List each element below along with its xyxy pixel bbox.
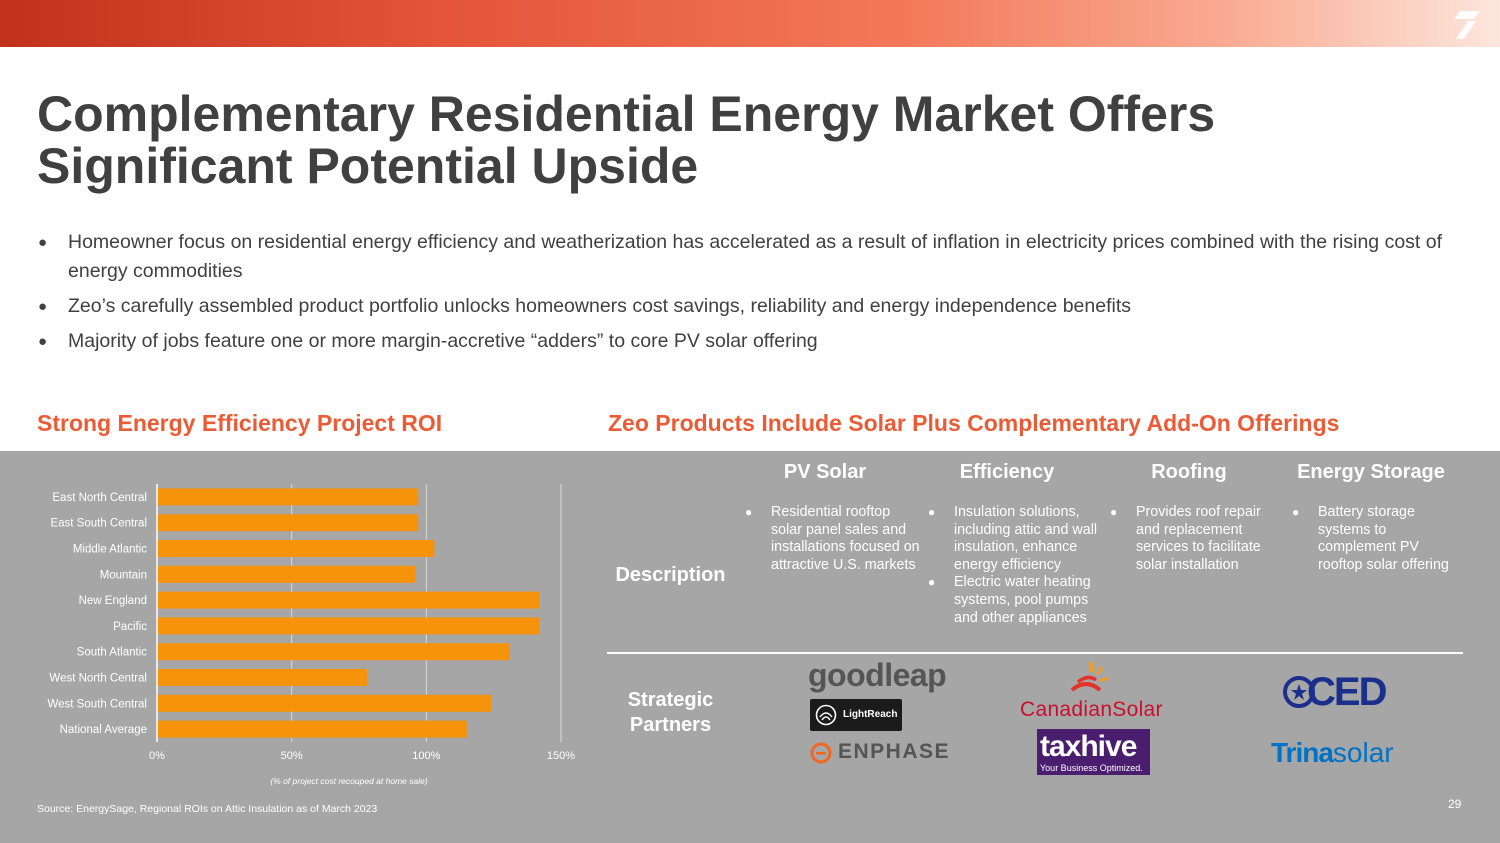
page-title: Complementary Residential Energy Market … <box>37 86 1216 194</box>
bullet-item: ● Homeowner focus on residential energy e… <box>38 228 1458 286</box>
lightreach-icon <box>815 704 837 726</box>
taxhive-logo: taxhive Your Business Optimized. <box>1037 729 1150 775</box>
chart-bar <box>157 643 510 661</box>
chart-tick-label: 150% <box>547 750 575 762</box>
row-label-description: Description <box>615 564 726 586</box>
chart-category-label: West South Central <box>47 698 147 710</box>
description-item: ● Residential rooftop solar panel sales a… <box>745 504 920 573</box>
bullet-dot-icon: ● <box>38 298 48 315</box>
bullet-item: ● Majority of jobs feature one or more ma… <box>38 327 1458 356</box>
chart-bar <box>157 669 368 686</box>
chart-bar <box>157 720 467 738</box>
row-label-strategic-partners: Strategic Partners <box>627 689 714 736</box>
description-pv-solar: ● Residential rooftop solar panel sales a… <box>745 504 920 574</box>
chart-category-label: New England <box>79 595 147 607</box>
chart-tick-label: 100% <box>412 750 440 762</box>
chart-axis-label: (% of project cost recouped at home sale… <box>270 776 427 786</box>
column-header-pv-solar: PV Solar <box>783 461 867 483</box>
enphase-icon <box>810 742 832 764</box>
roi-bar-chart: East North Central East South Central Midd… <box>47 484 575 786</box>
taxhive-label: taxhive <box>1040 730 1137 763</box>
bullet-dot-icon: ● <box>1292 505 1300 519</box>
column-header-roofing: Roofing <box>1151 461 1227 483</box>
table-divider <box>607 652 1463 654</box>
chart-bar <box>157 591 540 609</box>
description-energy-storage: ● Battery storage systems to complement P… <box>1292 504 1464 574</box>
bullet-dot-icon: ● <box>928 575 936 590</box>
goodleap-logo: goodleap <box>808 657 947 693</box>
taxhive-tagline: Your Business Optimized. <box>1040 763 1143 773</box>
chart-tick-label: 0% <box>149 750 165 762</box>
column-header-energy-storage: Energy Storage <box>1297 461 1445 483</box>
chart-bar <box>157 488 419 506</box>
chart-category-label: South Atlantic <box>77 647 148 659</box>
key-points: ● Homeowner focus on residential energy e… <box>38 228 1458 362</box>
ced-star-icon <box>1283 676 1315 708</box>
description-item: ● Insulation solutions, including attic a… <box>928 504 1098 573</box>
description-item: ● Electric water heating systems, pool pu… <box>928 574 1091 626</box>
top-banner <box>0 0 1500 47</box>
solar-label: solar <box>1332 737 1394 768</box>
canadian-solar-sun-icon <box>1070 662 1109 692</box>
description-item: ● Battery storage systems to complement P… <box>1292 504 1449 573</box>
roi-section-title: Strong Energy Efficiency Project ROI <box>37 410 443 436</box>
products-section-title: Zeo Products Include Solar Plus Compleme… <box>608 410 1340 436</box>
bullet-dot-icon: ● <box>745 505 753 519</box>
chart-category-label: National Average <box>60 724 147 736</box>
chart-category-label: East North Central <box>52 492 147 504</box>
bullet-item: ● Zeo’s carefully assembled product portf… <box>38 292 1458 321</box>
source-note: Source: EnergySage, Regional ROIs on Att… <box>37 803 378 815</box>
chart-bar <box>157 540 435 557</box>
description-item: ● Provides roof repair and replacement se… <box>1110 504 1261 573</box>
column-header-efficiency: Efficiency <box>959 461 1055 483</box>
description-efficiency: ● Insulation solutions, including attic a… <box>928 504 1106 627</box>
ced-label: CED <box>1307 670 1387 714</box>
enphase-label: ENPHASE <box>838 740 951 763</box>
bullet-dot-icon: ● <box>38 234 48 251</box>
page-number: 29 <box>1448 797 1462 811</box>
trina-solar-logo: Trinasolar <box>1271 737 1394 769</box>
lightreach-label: LightReach <box>843 709 898 720</box>
zeo-logo-icon <box>1454 11 1480 39</box>
chart-bar <box>157 514 419 532</box>
bullet-dot-icon: ● <box>928 505 936 519</box>
trina-label: Trina <box>1271 737 1334 768</box>
bullet-dot-icon: ● <box>1110 505 1118 519</box>
canadian-solar-logo: CanadianSolar <box>1020 698 1163 721</box>
lightreach-logo: LightReach <box>810 699 902 731</box>
chart-category-label: East South Central <box>50 518 147 530</box>
chart-tick-label: 50% <box>281 750 303 762</box>
description-roofing: ● Provides roof repair and replacement se… <box>1110 504 1282 574</box>
chart-category-label: Mountain <box>100 569 147 581</box>
chart-bar <box>157 694 491 712</box>
chart-category-label: Pacific <box>113 621 147 633</box>
chart-bar <box>157 617 540 635</box>
chart-category-label: Middle Atlantic <box>73 544 147 556</box>
bullet-dot-icon: ● <box>38 333 48 350</box>
chart-category-label: West North Central <box>49 673 147 685</box>
chart-bar <box>157 565 416 583</box>
